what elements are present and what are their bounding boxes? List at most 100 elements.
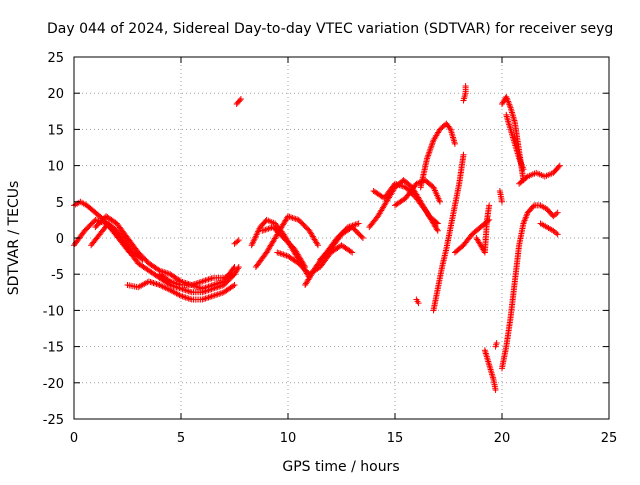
data-point-interp [207,275,214,282]
data-point-interp [184,287,191,294]
data-point-interp [185,288,192,295]
data-point-interp [347,248,354,255]
series-arc-k [259,224,309,270]
data-point [554,231,561,238]
data-point-interp [446,124,453,131]
data-point-interp [234,265,241,272]
x-tick-label: 20 [494,431,511,446]
data-point [499,198,505,205]
data-point [235,263,242,270]
data-point-interp [553,230,560,237]
data-point [415,300,422,307]
data-point-interp [263,226,270,233]
data-point-interp [207,293,214,300]
series-arc-h [231,237,242,247]
data-point [460,151,467,158]
x-tick-label: 5 [177,431,185,446]
data-point-interp [197,278,204,285]
y-tick-label: 10 [47,160,64,175]
series-arc-ac [503,111,527,173]
data-point-interp [280,251,287,258]
series-arc-ae [537,220,561,238]
data-point [520,166,527,173]
data-point-interp [203,294,210,301]
data-point-interp [211,292,218,299]
series-arc-z [496,187,505,205]
x-tick-label: 10 [280,431,297,446]
series-arc-r [417,120,458,191]
x-tick-label: 0 [70,431,78,446]
series-arc-f [156,263,242,289]
data-point-interp [182,287,189,294]
data-point [359,235,366,241]
data-point-interp [555,163,562,170]
data-point [199,278,206,285]
data-point-interp [213,291,220,298]
data-point-interp [354,221,361,228]
data-point-interp [278,251,285,258]
data-point [434,227,441,234]
series-arc-aa [499,202,561,372]
data-point [492,387,499,394]
data-point-interp [262,226,269,233]
data-point-interp [150,279,157,286]
data-points-layer [71,82,563,394]
data-point-interp [185,295,192,302]
data-point-interp [203,276,210,283]
series-arc-v [451,216,493,256]
data-point [314,242,321,249]
data-point [237,95,244,102]
y-tick-label: 15 [47,123,64,138]
data-point-interp [165,277,172,284]
y-tick-label: 0 [56,232,64,247]
grid-layer [74,57,609,419]
data-point-interp [230,282,237,289]
series-arc-q [392,177,443,209]
data-point-interp [530,203,537,210]
series-arc-s [430,151,467,314]
data-point [462,82,469,89]
data-point-interp [152,280,159,287]
y-tick-label: 20 [47,87,64,102]
data-point-interp [216,290,223,297]
data-point-interp [214,291,221,298]
data-point-interp [147,278,154,285]
data-point-interp [182,294,189,301]
y-tick-label: 5 [56,196,64,211]
series-arc-l [274,242,356,278]
data-point-interp [148,279,155,286]
data-point-interp [138,255,145,262]
series-arc-n [317,224,366,263]
data-point-interp [275,249,282,256]
series-arc-g [233,95,244,108]
series-arc-b [71,198,133,256]
data-point-interp [205,294,212,301]
ticks-layer: 0 5 10 15 20 25 -25 -20 -15 -10 -5 0 5 10 15 20 25 [43,51,618,446]
data-point-interp [236,97,243,104]
y-tick-label: -20 [43,377,64,392]
data-point [486,202,493,209]
data-point [231,282,238,289]
y-axis-label: SDTVAR / TECUs [6,181,22,296]
y-tick-label: -10 [43,304,64,319]
data-point [355,220,362,227]
data-point-interp [553,210,560,217]
chart-title: Day 044 of 2024, Sidereal Day-to-day VTE… [47,21,613,37]
data-point [436,198,443,205]
series-arc-ad [516,162,563,187]
x-tick-label: 25 [601,431,618,446]
data-point [451,140,458,147]
data-point-interp [200,277,207,284]
x-tick-label: 15 [387,431,404,446]
y-tick-label: -5 [51,268,64,283]
data-point [274,249,281,256]
y-tick-label: -15 [43,341,64,356]
data-point [210,292,217,299]
data-point-interp [265,225,272,232]
data-point-interp [291,215,298,222]
data-point-interp [208,275,215,282]
series-arc-t [413,296,422,307]
data-point-interp [202,295,209,302]
y-tick-label: -25 [43,413,64,428]
